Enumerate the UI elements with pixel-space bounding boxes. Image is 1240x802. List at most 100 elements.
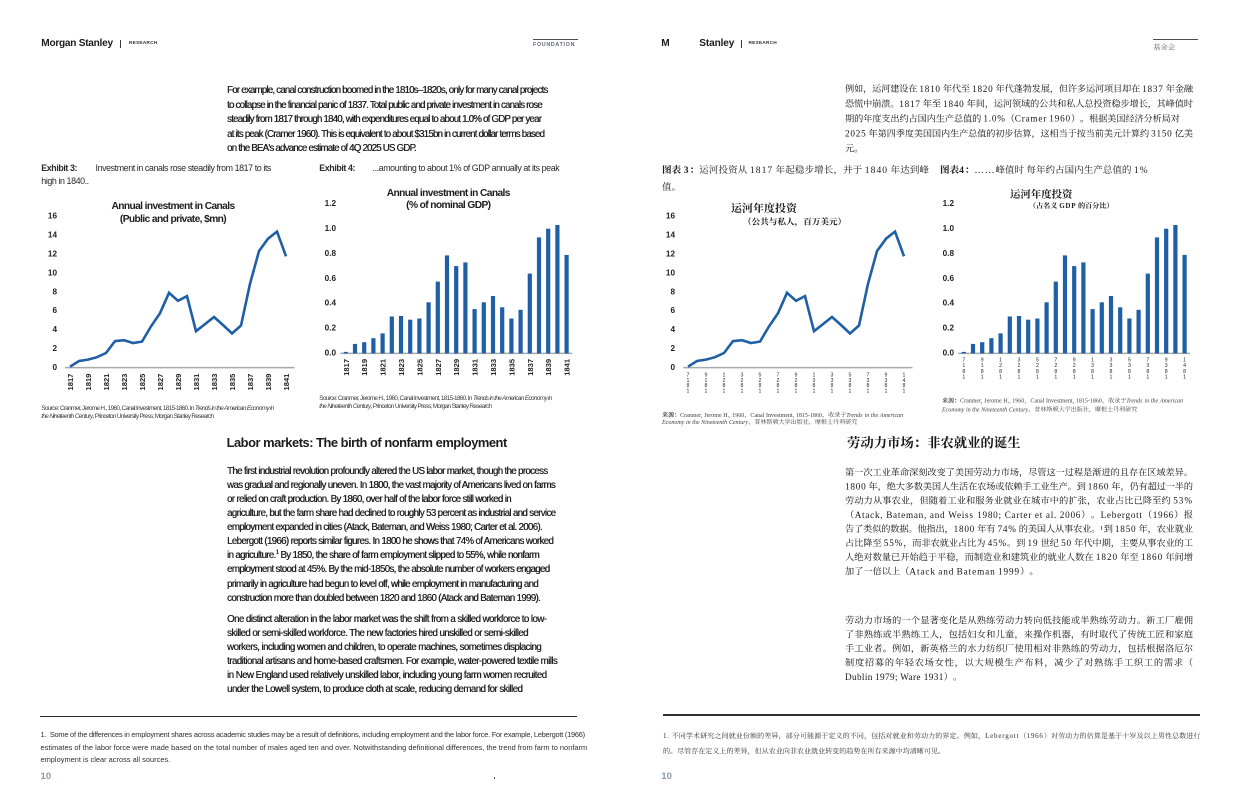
svg-text:and: and [930, 510, 945, 520]
svg-text:1817: 1817 [342, 359, 351, 376]
svg-text:7: 7 [1147, 357, 1150, 363]
svg-text:8: 8 [777, 383, 780, 389]
svg-text:2025: 2025 [845, 129, 866, 139]
svg-text:7: 7 [963, 357, 966, 363]
svg-text:5: 5 [759, 373, 762, 379]
svg-text:8: 8 [999, 369, 1002, 375]
svg-text:5: 5 [849, 373, 852, 379]
svg-text:1821: 1821 [379, 358, 388, 376]
svg-text:1: 1 [813, 388, 816, 394]
svg-text:2: 2 [670, 344, 675, 353]
svg-text:1: 1 [741, 388, 744, 394]
svg-text:1: 1 [1091, 375, 1094, 381]
svg-text:1: 1 [1183, 375, 1186, 381]
svg-text:1979;: 1979; [875, 672, 898, 682]
svg-text:1: 1 [981, 363, 984, 369]
svg-text:8: 8 [849, 383, 852, 389]
svg-text:5: 5 [1128, 357, 1131, 363]
svg-text:Atack: Atack [909, 566, 936, 576]
svg-text:1: 1 [963, 363, 966, 369]
svg-text:3: 3 [1147, 363, 1150, 369]
svg-text:3: 3 [849, 378, 852, 384]
svg-text:Trends: Trends [847, 413, 864, 419]
svg-text:et: et [1035, 510, 1043, 520]
svg-text:3: 3 [1091, 363, 1094, 369]
svg-text:1: 1 [903, 373, 906, 379]
svg-text:1: 1 [963, 375, 966, 381]
svg-text:the: the [871, 413, 879, 419]
svg-text:Dublin: Dublin [845, 672, 873, 682]
svg-text:1817: 1817 [899, 99, 920, 109]
svg-text:6: 6 [52, 306, 57, 315]
svg-text:1: 1 [687, 378, 690, 384]
svg-text:1831: 1831 [471, 358, 480, 376]
svg-text:Bateman: Bateman [956, 566, 995, 576]
svg-text:Century: Century [1009, 407, 1029, 413]
svg-text:1840: 1840 [865, 165, 888, 176]
svg-text:3: 3 [885, 378, 888, 384]
svg-text:6: 6 [670, 306, 675, 315]
svg-text:1860: 1860 [1088, 482, 1109, 492]
svg-text:3: 3 [1110, 357, 1113, 363]
svg-text:1960: 1960 [1049, 114, 1071, 124]
svg-text:0.2: 0.2 [943, 324, 955, 333]
svg-text:1: 1 [849, 388, 852, 394]
svg-text:8: 8 [1128, 369, 1131, 375]
svg-text:Nineteenth: Nineteenth [980, 407, 1007, 413]
svg-text:1815-1860: 1815-1860 [796, 413, 822, 419]
svg-text:1: 1 [705, 388, 708, 394]
svg-text:Carter: Carter [1004, 510, 1031, 520]
svg-text:1817: 1817 [66, 374, 75, 391]
svg-text:1833: 1833 [210, 374, 219, 391]
svg-text:the: the [693, 420, 701, 426]
svg-text:Lebergott: Lebergott [985, 733, 1019, 741]
svg-text:8: 8 [705, 383, 708, 389]
svg-text:……: …… [974, 165, 995, 176]
svg-text:9: 9 [1165, 357, 1168, 363]
svg-text:and: and [938, 566, 954, 576]
svg-text:8: 8 [1183, 369, 1186, 375]
svg-text:0.8: 0.8 [943, 249, 955, 258]
svg-text:55%: 55% [884, 538, 903, 548]
svg-text:0.0: 0.0 [943, 349, 955, 358]
svg-text:1829: 1829 [452, 359, 461, 376]
svg-text:3: 3 [1165, 363, 1168, 369]
svg-text:1: 1 [1036, 375, 1039, 381]
svg-text:8: 8 [1110, 369, 1113, 375]
svg-text:Investment,: Investment, [1046, 398, 1075, 404]
svg-text:7: 7 [777, 373, 780, 379]
svg-text:1960: 1960 [733, 413, 745, 419]
svg-text:3150: 3150 [1151, 129, 1172, 139]
svg-text:1829: 1829 [174, 374, 183, 391]
svg-text:1960: 1960 [1012, 398, 1024, 404]
svg-text:16: 16 [666, 211, 676, 220]
svg-text:7: 7 [1055, 357, 1058, 363]
svg-text:1800: 1800 [953, 524, 974, 534]
svg-text:Atack,: Atack, [854, 510, 883, 520]
svg-text:Weiss: Weiss [948, 510, 973, 520]
svg-text:1827: 1827 [156, 374, 165, 391]
svg-text:1835: 1835 [228, 373, 237, 391]
svg-text:1: 1 [1091, 357, 1094, 363]
svg-text:8: 8 [1147, 369, 1150, 375]
svg-text:1850: 1850 [1115, 524, 1136, 534]
svg-text:2: 2 [999, 363, 1002, 369]
svg-text:in: in [1145, 398, 1150, 404]
svg-text:1: 1 [999, 375, 1002, 381]
svg-text:2: 2 [723, 378, 726, 384]
svg-text:1.0: 1.0 [325, 224, 337, 233]
svg-text:1820: 1820 [1096, 552, 1118, 562]
svg-text:1980;: 1980; [977, 510, 1002, 520]
svg-text:74%: 74% [997, 524, 1016, 534]
svg-text:3: 3 [831, 378, 834, 384]
svg-text:3: 3 [1110, 363, 1113, 369]
svg-text:8: 8 [963, 369, 966, 375]
svg-text:in: in [966, 407, 971, 413]
svg-text:8: 8 [1055, 369, 1058, 375]
svg-text:Canal: Canal [751, 413, 765, 419]
svg-text:Cramer: Cramer [1015, 114, 1047, 124]
svg-text:Nineteenth: Nineteenth [700, 420, 727, 426]
svg-text:1835: 1835 [507, 358, 516, 376]
svg-text:8: 8 [885, 383, 888, 389]
svg-text:Jerome: Jerome [705, 413, 723, 419]
